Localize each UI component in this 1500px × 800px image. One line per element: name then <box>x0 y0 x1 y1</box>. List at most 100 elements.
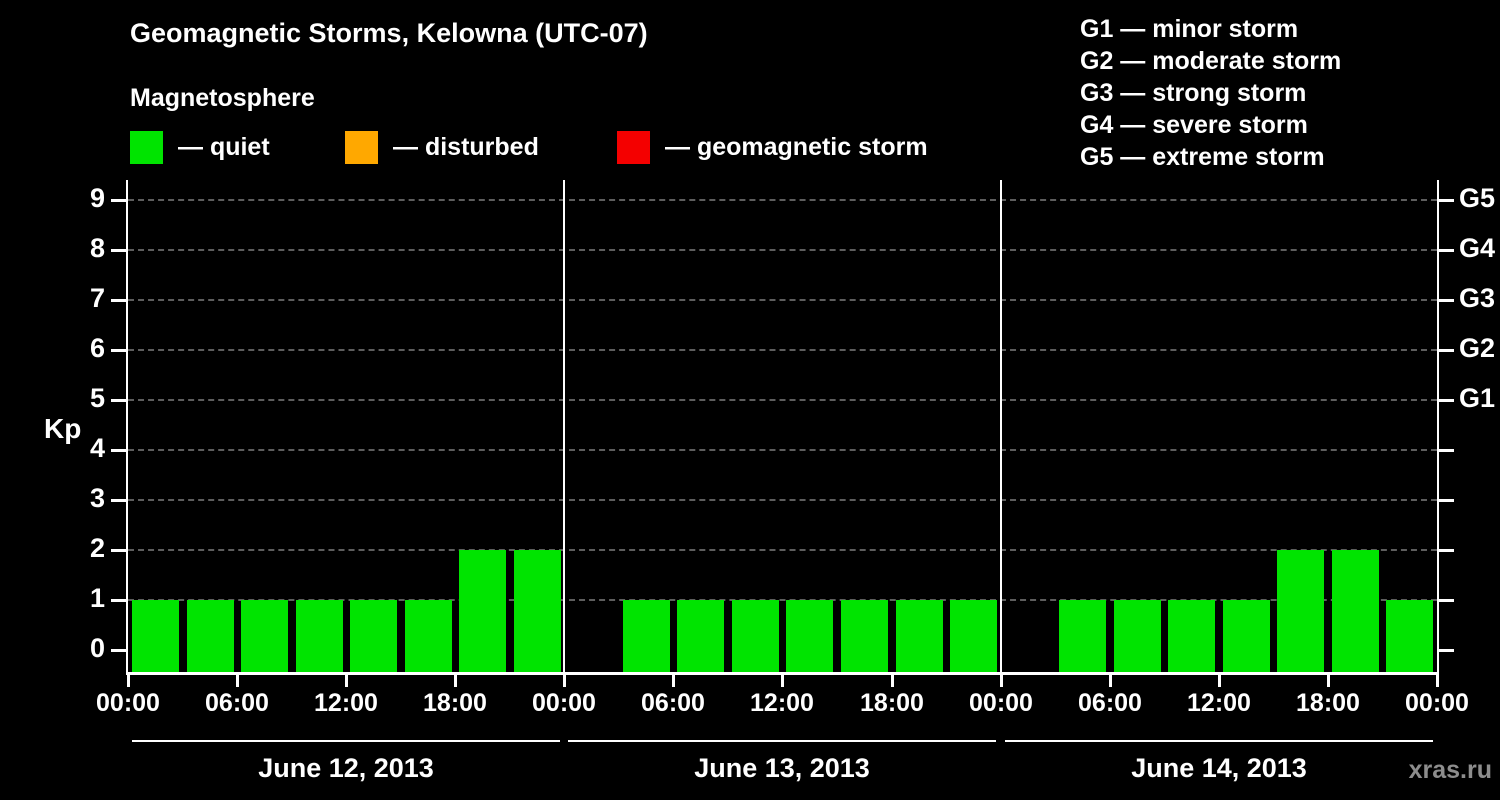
y-axis-title: Kp <box>44 413 82 444</box>
g-scale-label: G5 <box>1459 183 1496 213</box>
date-label: June 13, 2013 <box>694 753 870 783</box>
y-axis-tick <box>111 299 126 302</box>
storm-scale-g2: G2 — moderate storm <box>1080 47 1342 75</box>
x-tick-label: 18:00 <box>1296 689 1360 717</box>
kp-bar <box>187 600 234 672</box>
legend-item-storm: — geomagnetic storm <box>617 131 928 164</box>
storm-scale-legend: G1 — minor storm G2 — moderate storm G3 … <box>1080 13 1341 173</box>
y-axis-tick <box>111 399 126 402</box>
right-axis-tick <box>1439 349 1454 352</box>
kp-bar <box>623 600 670 672</box>
right-axis-tick <box>1439 549 1454 552</box>
right-axis-line <box>1437 180 1439 672</box>
watermark: xras.ru <box>1408 756 1492 784</box>
right-axis-tick <box>1439 649 1454 652</box>
kp-bar <box>677 600 724 672</box>
kp-bar <box>841 600 888 672</box>
date-bracket <box>132 740 560 742</box>
y-tick-label: 2 <box>89 533 105 563</box>
x-axis-tick <box>781 675 784 687</box>
y-tick-label: 1 <box>89 583 105 613</box>
kp-bar <box>950 600 997 672</box>
y-tick-label: 4 <box>89 433 105 463</box>
x-tick-label: 06:00 <box>641 689 705 717</box>
gridline-kp4 <box>128 449 1437 451</box>
x-tick-label: 12:00 <box>1187 689 1251 717</box>
kp-bar <box>1332 550 1379 672</box>
kp-bar <box>459 550 506 672</box>
x-axis-tick <box>563 675 566 687</box>
kp-bar <box>786 600 833 672</box>
y-tick-label: 3 <box>89 483 105 513</box>
panel-divider <box>1000 180 1002 672</box>
x-axis-line <box>126 672 1439 675</box>
date-label: June 12, 2013 <box>258 753 434 783</box>
x-axis-tick <box>672 675 675 687</box>
x-axis-tick <box>1000 675 1003 687</box>
y-tick-label: 9 <box>89 183 105 213</box>
gridline-kp2 <box>128 549 1437 551</box>
kp-bar <box>1223 600 1270 672</box>
quiet-color-swatch <box>130 131 163 164</box>
x-axis-tick <box>1436 675 1439 687</box>
y-axis-tick <box>111 499 126 502</box>
gridline-kp9 <box>128 199 1437 201</box>
legend-label-disturbed: — disturbed <box>393 133 539 161</box>
kp-bar <box>132 600 179 672</box>
right-axis-tick <box>1439 249 1454 252</box>
y-tick-label: 8 <box>89 233 105 263</box>
right-axis-tick <box>1439 399 1454 402</box>
legend-label-quiet: — quiet <box>178 133 270 161</box>
x-axis-tick <box>236 675 239 687</box>
kp-bar <box>241 600 288 672</box>
storm-color-swatch <box>617 131 650 164</box>
x-axis-tick <box>127 675 130 687</box>
x-axis-tick <box>345 675 348 687</box>
legend-label-storm: — geomagnetic storm <box>665 133 928 161</box>
x-tick-label: 12:00 <box>314 689 378 717</box>
disturbed-color-swatch <box>345 131 378 164</box>
right-axis-tick <box>1439 499 1454 502</box>
legend-item-disturbed: — disturbed <box>345 131 539 164</box>
g-scale-label: G1 <box>1459 383 1496 413</box>
x-axis-tick <box>891 675 894 687</box>
x-tick-label: 00:00 <box>96 689 160 717</box>
y-tick-label: 6 <box>89 333 105 363</box>
date-bracket <box>568 740 996 742</box>
kp-bar <box>1386 600 1433 672</box>
kp-bar <box>1277 550 1324 672</box>
kp-bar <box>405 600 452 672</box>
gridline-kp5 <box>128 399 1437 401</box>
x-tick-label: 06:00 <box>205 689 269 717</box>
x-axis-tick <box>1327 675 1330 687</box>
right-axis-tick <box>1439 599 1454 602</box>
legend-item-quiet: — quiet <box>130 131 270 164</box>
kp-bar <box>732 600 779 672</box>
magnetosphere-label: Magnetosphere <box>130 84 315 112</box>
storm-scale-g3: G3 — strong storm <box>1080 79 1307 107</box>
kp-bar <box>296 600 343 672</box>
gridline-kp7 <box>128 299 1437 301</box>
x-tick-label: 00:00 <box>969 689 1033 717</box>
right-axis-tick <box>1439 449 1454 452</box>
x-axis-tick <box>1109 675 1112 687</box>
right-axis-tick <box>1439 299 1454 302</box>
x-axis-tick <box>1218 675 1221 687</box>
gridline-kp6 <box>128 349 1437 351</box>
gridline-kp8 <box>128 249 1437 251</box>
x-tick-label: 18:00 <box>860 689 924 717</box>
storm-scale-g1: G1 — minor storm <box>1080 15 1299 43</box>
g-scale-label: G3 <box>1459 283 1496 313</box>
x-tick-label: 18:00 <box>423 689 487 717</box>
y-axis-line <box>126 180 128 672</box>
kp-bar <box>896 600 943 672</box>
kp-bar <box>350 600 397 672</box>
y-axis-tick <box>111 249 126 252</box>
y-axis-tick <box>111 349 126 352</box>
date-label: June 14, 2013 <box>1131 753 1307 783</box>
y-axis-tick <box>111 549 126 552</box>
g-scale-label: G4 <box>1459 233 1496 263</box>
y-axis-tick <box>111 599 126 602</box>
gridline-kp3 <box>128 499 1437 501</box>
